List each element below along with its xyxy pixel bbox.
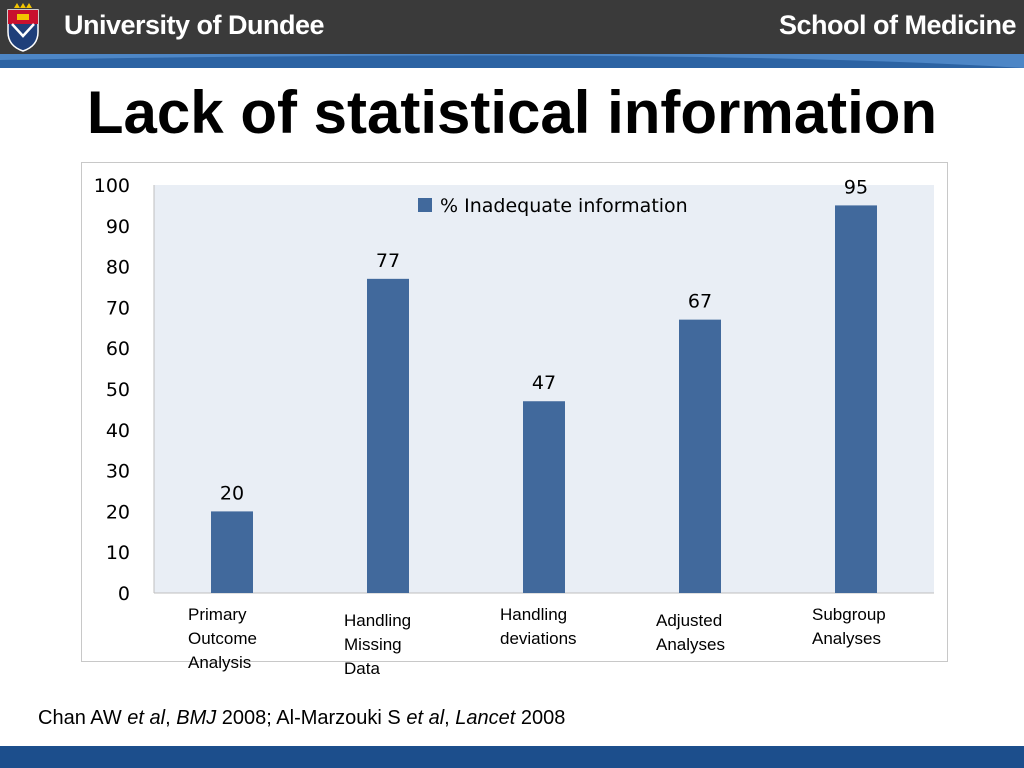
y-tick-label: 60 [106, 338, 130, 360]
category-label-deviations: Handling deviations [500, 605, 577, 648]
slide-title: Lack of statistical information [86, 79, 938, 146]
data-label: 20 [220, 482, 244, 504]
y-tick-label: 20 [106, 501, 130, 523]
data-label: 67 [688, 291, 712, 313]
y-tick-label: 100 [94, 175, 130, 197]
legend-swatch [418, 198, 432, 212]
bar [835, 205, 877, 593]
data-label: 77 [376, 250, 400, 272]
data-label: 47 [532, 372, 556, 394]
y-tick-label: 10 [106, 542, 130, 564]
y-tick-label: 50 [106, 379, 130, 401]
data-label: 95 [844, 176, 868, 198]
category-label-adjusted: Adjusted Analyses [656, 611, 725, 654]
citation-journal-1: BMJ [176, 707, 217, 729]
school-name: School of Medicine [778, 10, 1017, 40]
citation-journal-2: Lancet [455, 707, 516, 729]
category-label-subgroup: Subgroup Analyses [812, 605, 886, 648]
bar-chart: 0 10 20 30 40 50 60 70 80 90 100 20 77 47 67 95 % Inadeq… [94, 175, 934, 605]
citation-etal-1: et al [127, 707, 166, 729]
citation-sep-2: , [444, 707, 456, 729]
university-name: University of Dundee [64, 10, 325, 40]
university-crest-icon [7, 3, 39, 52]
bar [211, 511, 253, 593]
citation-etal-2: et al [406, 707, 445, 729]
bar [523, 401, 565, 593]
y-tick-label: 0 [118, 583, 130, 605]
category-label-missing-data: Handling Missing Data [344, 611, 412, 678]
citation: Chan AW et al, BMJ 2008; Al-Marzouki S e… [38, 707, 565, 730]
citation-year-2: 2008 [515, 707, 566, 729]
legend-label: % Inadequate information [440, 195, 688, 217]
bar [679, 319, 721, 593]
header-stripe [0, 54, 1024, 68]
y-tick-label: 30 [106, 461, 130, 483]
category-label-primary-outcome: Primary Outcome Analysis [188, 605, 257, 672]
header-bar: University of Dundee School of Medicine [0, 0, 1024, 54]
y-tick-label: 90 [106, 216, 130, 238]
chart-frame: 0 10 20 30 40 50 60 70 80 90 100 20 77 47 67 95 % Inadeq… [81, 162, 948, 678]
y-tick-label: 40 [106, 420, 130, 442]
y-tick-label: 70 [106, 297, 130, 319]
citation-year-1: 2008; Al-Marzouki S [216, 707, 407, 729]
y-tick-label: 80 [106, 257, 130, 279]
bar [367, 278, 409, 593]
citation-author-1: Chan AW [38, 707, 128, 729]
footer-band [0, 746, 1024, 768]
citation-sep-1: , [165, 707, 177, 729]
